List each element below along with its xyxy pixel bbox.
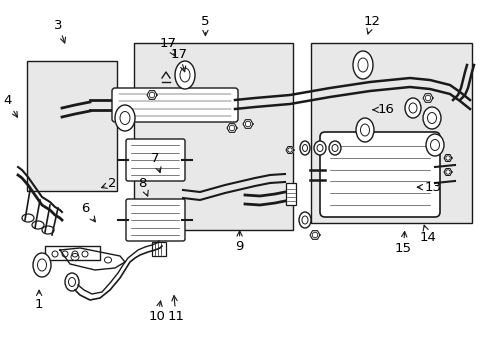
Polygon shape — [309, 231, 319, 239]
Ellipse shape — [299, 141, 309, 155]
Ellipse shape — [316, 144, 323, 152]
Polygon shape — [285, 147, 293, 153]
Text: 8: 8 — [138, 177, 148, 196]
Text: 10: 10 — [149, 301, 165, 323]
Ellipse shape — [360, 124, 369, 136]
Ellipse shape — [357, 58, 367, 72]
Text: 17: 17 — [171, 48, 187, 72]
Text: 15: 15 — [394, 231, 411, 255]
Text: 7: 7 — [151, 152, 161, 172]
Ellipse shape — [302, 216, 307, 224]
Ellipse shape — [328, 141, 340, 155]
Text: 5: 5 — [201, 15, 209, 36]
Text: 2: 2 — [102, 177, 117, 190]
Text: 6: 6 — [81, 202, 95, 222]
Bar — [27, 61, 117, 191]
Bar — [134, 43, 293, 230]
Text: 14: 14 — [419, 225, 435, 244]
Ellipse shape — [313, 141, 325, 155]
Ellipse shape — [298, 212, 310, 228]
Text: 12: 12 — [363, 15, 379, 34]
Polygon shape — [443, 168, 451, 175]
FancyBboxPatch shape — [319, 132, 439, 217]
Text: 11: 11 — [167, 296, 184, 323]
Bar — [45, 246, 100, 260]
Ellipse shape — [33, 253, 51, 277]
Ellipse shape — [408, 103, 416, 113]
Ellipse shape — [429, 140, 439, 150]
Ellipse shape — [120, 112, 130, 125]
Ellipse shape — [180, 68, 190, 82]
Ellipse shape — [422, 107, 440, 129]
Ellipse shape — [404, 98, 420, 118]
Text: 1: 1 — [35, 290, 43, 311]
Ellipse shape — [302, 144, 307, 152]
Text: 17: 17 — [159, 37, 176, 56]
Bar — [285, 183, 295, 205]
Text: 13: 13 — [416, 181, 440, 194]
FancyBboxPatch shape — [112, 88, 238, 122]
Ellipse shape — [427, 112, 436, 123]
Polygon shape — [226, 124, 237, 132]
Ellipse shape — [355, 118, 373, 142]
Ellipse shape — [175, 61, 195, 89]
Text: 9: 9 — [235, 231, 244, 253]
Bar — [152, 242, 165, 256]
Polygon shape — [422, 94, 432, 102]
Ellipse shape — [352, 51, 372, 79]
Polygon shape — [443, 154, 451, 162]
Polygon shape — [243, 120, 252, 128]
Ellipse shape — [38, 259, 46, 271]
Ellipse shape — [331, 144, 337, 152]
Text: 16: 16 — [372, 103, 394, 116]
Ellipse shape — [425, 134, 443, 156]
Polygon shape — [147, 91, 157, 99]
FancyBboxPatch shape — [126, 199, 184, 241]
FancyBboxPatch shape — [126, 139, 184, 181]
Bar — [310, 43, 471, 223]
Text: 3: 3 — [54, 19, 65, 43]
Ellipse shape — [115, 105, 135, 131]
Text: 4: 4 — [3, 94, 18, 117]
